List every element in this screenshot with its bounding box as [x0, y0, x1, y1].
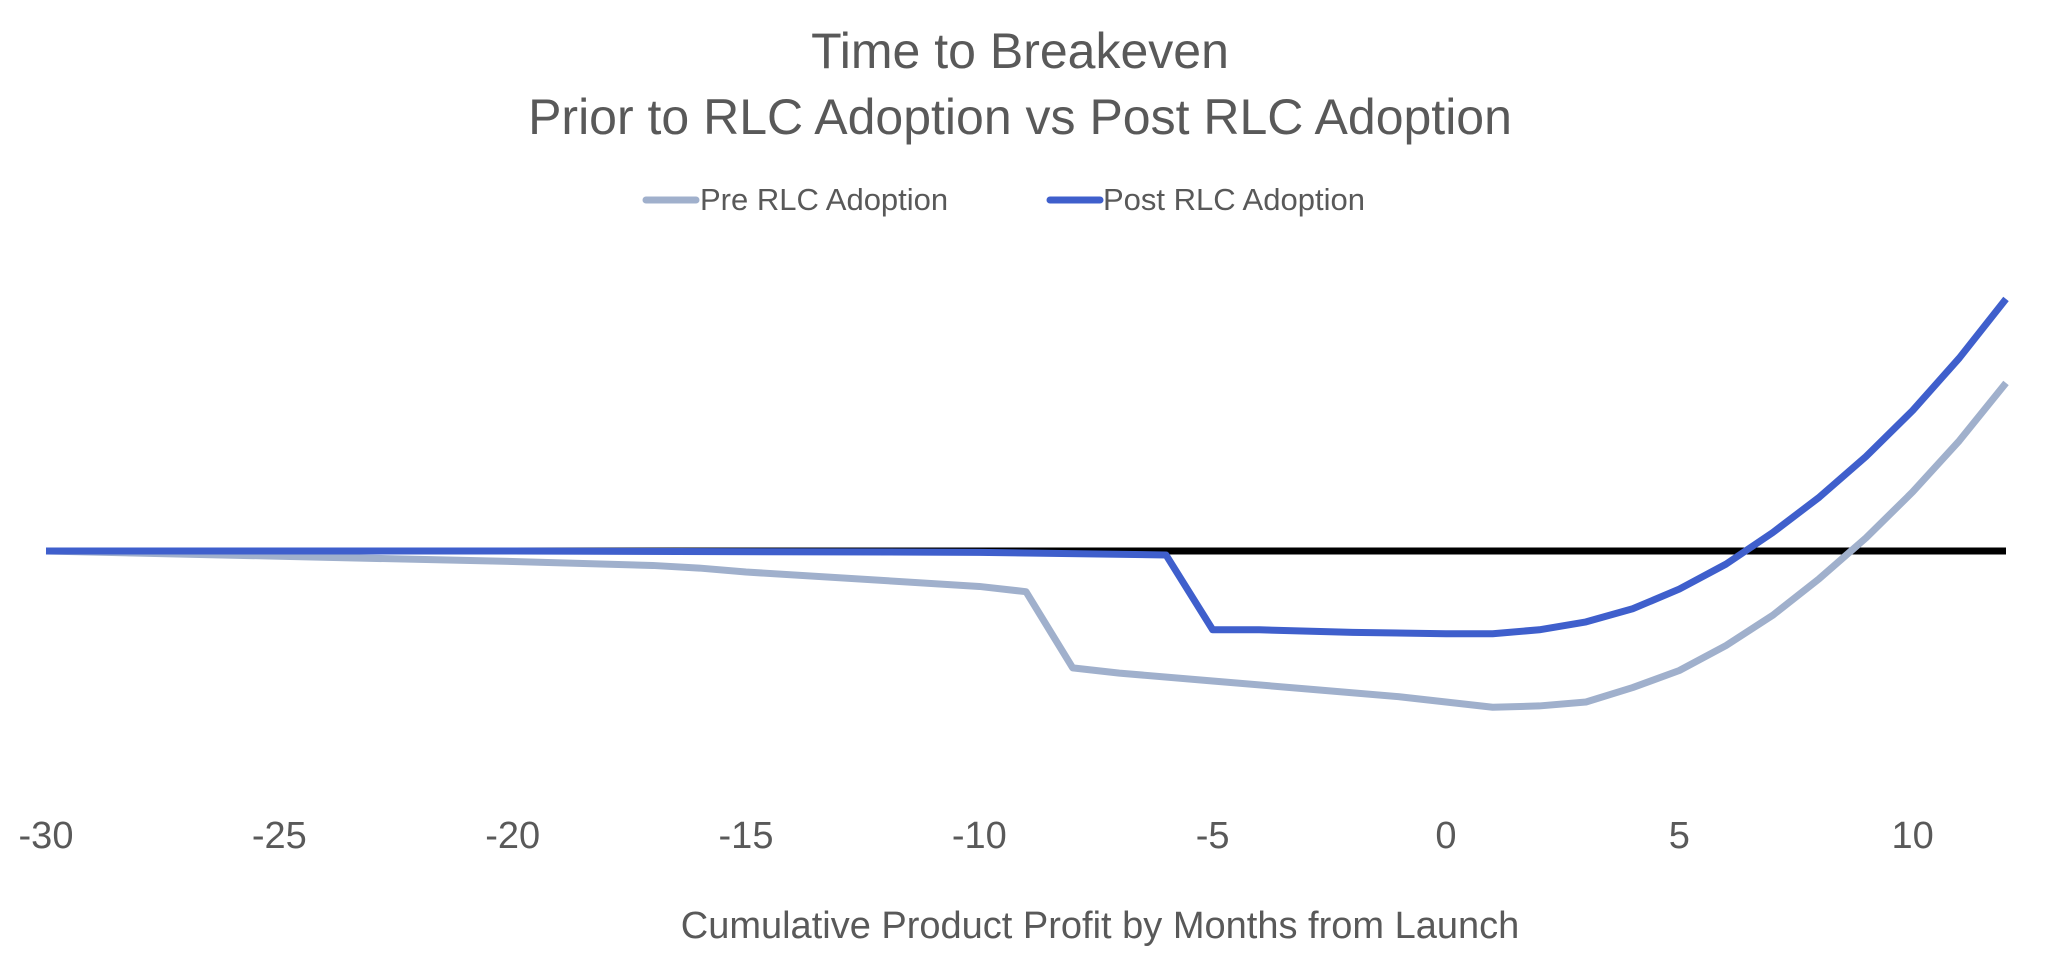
chart-subtitle: Prior to RLC Adoption vs Post RLC Adopti… [528, 89, 1512, 145]
series-line-pre-rlc [45, 380, 2009, 711]
x-tick-label: -20 [485, 815, 540, 857]
legend: Pre RLC Adoption Post RLC Adoption [642, 182, 1365, 217]
x-tick-label: 10 [1892, 815, 1934, 857]
x-tick-label: -10 [952, 815, 1007, 857]
x-axis-label: Cumulative Product Profit by Months from… [681, 905, 1520, 947]
x-tick-label: 0 [1435, 815, 1456, 857]
legend-label-post: Post RLC Adoption [1103, 182, 1365, 217]
series-line-post-rlc [46, 296, 2009, 638]
series-layer [45, 296, 2009, 711]
x-tick-label: -30 [19, 815, 74, 857]
legend-label-pre: Pre RLC Adoption [700, 182, 948, 217]
x-tick-labels: -30 -25 -20 -15 -10 -5 0 5 10 [19, 815, 1934, 857]
x-tick-label: 5 [1669, 815, 1690, 857]
x-tick-label: -5 [1196, 815, 1230, 857]
x-tick-label: -25 [252, 815, 307, 857]
x-tick-label: -15 [719, 815, 774, 857]
chart-title: Time to Breakeven [811, 23, 1229, 79]
